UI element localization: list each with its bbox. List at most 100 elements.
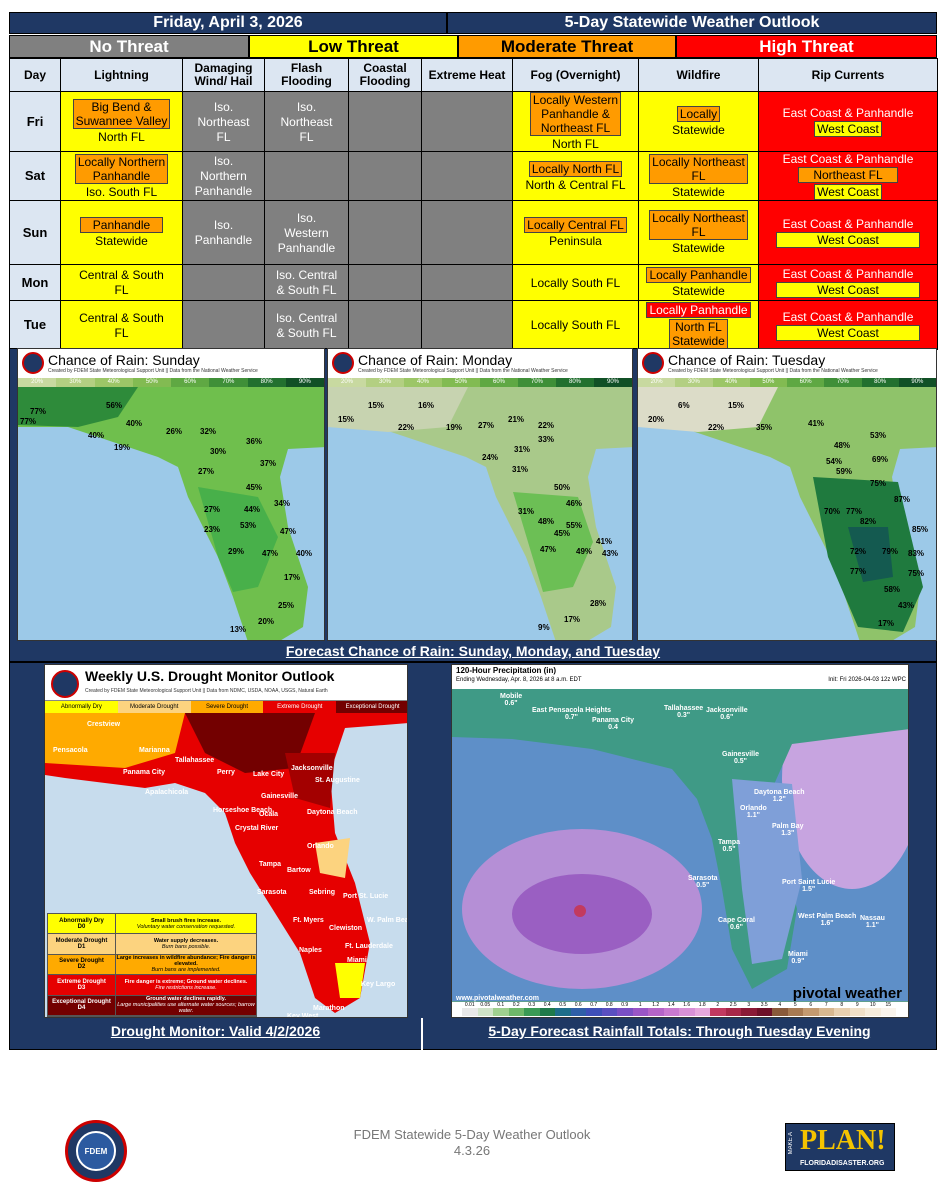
threat-line: Locally Panhandle bbox=[646, 267, 751, 283]
threat-line: Locally South FL bbox=[530, 318, 621, 332]
city-label: Marianna bbox=[139, 747, 170, 754]
threat-line: Panhandle bbox=[194, 233, 253, 247]
threat-line: Iso. bbox=[296, 210, 317, 225]
threat-line: North FL bbox=[98, 130, 145, 144]
city-label: Horseshoe Beach bbox=[213, 807, 273, 814]
threat-text: Locally Northern Panhandle bbox=[74, 153, 169, 184]
rip-cell: East Coast & Panhandle West Coast bbox=[758, 300, 938, 350]
city-label: Crystal River bbox=[235, 825, 279, 832]
city-label: Tampa bbox=[259, 861, 282, 868]
scale-step: 30% bbox=[675, 378, 713, 387]
threat-line: Locally Panhandle bbox=[646, 301, 751, 318]
threat-line: Iso. bbox=[213, 154, 234, 168]
col-fog: Fog (Overnight) bbox=[512, 58, 639, 92]
city-label: Perry bbox=[217, 769, 235, 776]
threat-line: Statewide bbox=[672, 123, 725, 137]
rain-map-monday: Chance of Rain: Monday Created by FDEM St… bbox=[327, 348, 633, 641]
map-value-label: Orlando 1.1" bbox=[740, 805, 767, 819]
map-value-label: West Palm Beach 1.6" bbox=[798, 913, 857, 927]
drought-key-row: Extreme Drought D3 Fire danger is extreme;… bbox=[48, 975, 256, 996]
precip-scale-step: 1.6 bbox=[679, 1002, 695, 1017]
map-value-label: Tampa 0.5" bbox=[718, 839, 741, 853]
threat-line: Panhandle bbox=[277, 240, 336, 255]
wind-cell: Iso. Northern Panhandle bbox=[182, 151, 265, 201]
footer-line1: FDEM Statewide 5-Day Weather Outlook bbox=[353, 1127, 591, 1142]
precip-scale-step: 6 bbox=[803, 1002, 819, 1017]
lightning-cell: Panhandle Statewide bbox=[60, 200, 183, 265]
rain-scale: 20% 30% 40% 50% 60% 70% 80% 90% bbox=[18, 378, 324, 387]
heat-cell bbox=[421, 200, 513, 265]
precip-scale-step: 0.8 bbox=[601, 1002, 617, 1017]
rip-cell: East Coast & Panhandle Northeast FL West C… bbox=[758, 151, 938, 201]
map-value-label: East Pensacola Heights 0.7" bbox=[532, 707, 611, 721]
map-value-label: 34% bbox=[274, 499, 291, 508]
map-value-label: Mobile 0.6" bbox=[500, 693, 523, 707]
threat-text: Locally Western Panhandle & Northeast FL bbox=[529, 92, 622, 136]
map-value-label: 31% bbox=[512, 465, 529, 474]
table-header-row: Day Lightning Damaging Wind/ Hail Flash … bbox=[9, 58, 938, 92]
precip-scale-step: 1.8 bbox=[694, 1002, 710, 1017]
map-value-label: Palm Bay 1.3" bbox=[772, 823, 804, 837]
map-value-label: 40% bbox=[296, 549, 313, 558]
wind-cell: Iso. Panhandle bbox=[182, 200, 265, 265]
plan-url: FLORIDADISASTER.ORG bbox=[800, 1160, 885, 1167]
threat-line: Locally Northeast bbox=[652, 211, 745, 225]
threat-line: East Coast & Panhandle bbox=[782, 106, 914, 120]
city-label: Clewiston bbox=[329, 925, 363, 932]
coastal-cell bbox=[348, 200, 422, 265]
precip-scale-step: 4 bbox=[772, 1002, 788, 1017]
fdem-logo-icon bbox=[22, 352, 44, 374]
map-value-label: 49% bbox=[576, 547, 593, 556]
map-value-label: 40% bbox=[126, 419, 143, 428]
map-value-label: 44% bbox=[244, 505, 261, 514]
flood-cell: Iso. Central & South FL bbox=[264, 300, 349, 350]
map-value-label: 15% bbox=[338, 415, 355, 424]
col-coastal: Coastal Flooding bbox=[348, 58, 422, 92]
threat-line: Northeast bbox=[280, 114, 333, 129]
drought-key-row: Exceptional Drought D4 Ground water declin… bbox=[48, 995, 256, 1016]
threat-line: FL bbox=[114, 325, 129, 340]
threat-line: Panhandle bbox=[79, 217, 164, 233]
table-row: Fri Big Bend & Suwannee Valley North FL Is… bbox=[9, 91, 938, 152]
threat-line: North FL bbox=[552, 137, 599, 151]
map-value-label: 40% bbox=[88, 431, 105, 440]
col-flood: Flash Flooding bbox=[264, 58, 349, 92]
threat-line: Central & South bbox=[79, 268, 164, 282]
precip-scale-step: 0.7 bbox=[586, 1002, 602, 1017]
map-value-label: 23% bbox=[204, 525, 221, 534]
drought-cat: Abnormally Dry bbox=[45, 701, 118, 713]
map-value-label: Miami 0.9" bbox=[788, 951, 808, 965]
wind-cell bbox=[182, 264, 265, 301]
rip-cell: East Coast & Panhandle West Coast bbox=[758, 200, 938, 265]
city-label: Orlando bbox=[307, 843, 334, 850]
precip-scale-step: 3.5 bbox=[756, 1002, 772, 1017]
map-value-label: 75% bbox=[908, 569, 925, 578]
map-value-label: 9% bbox=[538, 623, 550, 632]
precip-scale-step: 10 bbox=[865, 1002, 881, 1017]
drought-header: Weekly U.S. Drought Monitor Outlook Crea… bbox=[45, 665, 407, 701]
table-row: Mon Central & South FL Iso. Central & Sout… bbox=[9, 264, 938, 301]
heat-cell bbox=[421, 91, 513, 152]
rip-cell: East Coast & Panhandle West Coast bbox=[758, 91, 938, 152]
drought-title: Weekly U.S. Drought Monitor Outlook bbox=[85, 668, 335, 684]
city-label: Panama City bbox=[123, 769, 166, 776]
day-cell: Tue bbox=[9, 300, 61, 350]
threat-line: Locally Northern bbox=[77, 154, 166, 169]
wildfire-cell: Locally Panhandle Statewide bbox=[638, 264, 759, 301]
map-value-label: 25% bbox=[278, 601, 295, 610]
coastal-cell bbox=[348, 91, 422, 152]
precip-init: Init: Fri 2026-04-03 12z WPC bbox=[828, 677, 906, 683]
map-title: Chance of Rain: Sunday bbox=[48, 352, 200, 368]
threat-line: Locally South FL bbox=[530, 275, 621, 290]
coastal-cell bbox=[348, 151, 422, 201]
city-label: Sarasota bbox=[257, 889, 287, 896]
threat-line: Iso. bbox=[296, 99, 317, 114]
map-value-label: 6% bbox=[678, 401, 690, 410]
threat-line: Statewide bbox=[672, 241, 725, 255]
map-value-label: 26% bbox=[166, 427, 183, 436]
city-label: Daytona Beach bbox=[307, 809, 358, 816]
rain-maps-caption: Forecast Chance of Rain: Sunday, Monday,… bbox=[10, 641, 936, 661]
threat-line: West Coast bbox=[814, 184, 882, 200]
fog-cell: Locally Central FL Peninsula bbox=[512, 200, 639, 265]
city-label: Sebring bbox=[309, 889, 336, 896]
